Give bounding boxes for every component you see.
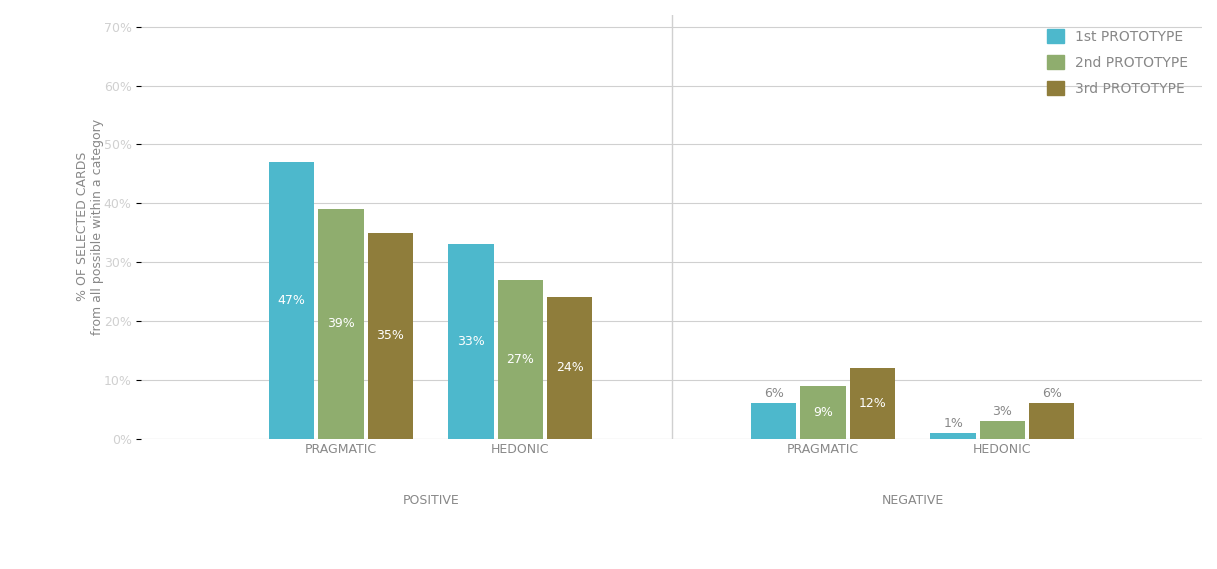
Text: 27%: 27%	[506, 353, 534, 366]
Y-axis label: % OF SELECTED CARDS
from all possible within a category: % OF SELECTED CARDS from all possible wi…	[75, 119, 103, 335]
Text: 12%: 12%	[858, 397, 886, 410]
Text: 39%: 39%	[327, 318, 355, 331]
Text: 9%: 9%	[813, 406, 832, 419]
Text: 24%: 24%	[556, 361, 584, 374]
Text: 33%: 33%	[458, 335, 484, 348]
Text: 1%: 1%	[943, 417, 963, 430]
Bar	[448, 245, 494, 439]
Bar	[546, 298, 593, 439]
Bar	[498, 280, 543, 439]
Legend: 1st PROTOTYPE, 2nd PROTOTYPE, 3rd PROTOTYPE: 1st PROTOTYPE, 2nd PROTOTYPE, 3rd PROTOT…	[1041, 22, 1195, 102]
Text: POSITIVE: POSITIVE	[403, 493, 459, 506]
Bar	[849, 368, 894, 439]
Bar	[751, 403, 796, 439]
Text: NEGATIVE: NEGATIVE	[881, 493, 944, 506]
Bar	[931, 432, 976, 439]
Bar	[269, 162, 314, 439]
Bar	[980, 421, 1025, 439]
Text: 47%: 47%	[277, 294, 305, 307]
Text: 6%: 6%	[764, 387, 784, 400]
Text: 35%: 35%	[376, 329, 404, 342]
Bar	[801, 386, 846, 439]
Bar	[368, 233, 413, 439]
Bar	[1030, 403, 1075, 439]
Text: 6%: 6%	[1042, 387, 1061, 400]
Text: 3%: 3%	[993, 405, 1013, 418]
Bar	[319, 209, 364, 439]
